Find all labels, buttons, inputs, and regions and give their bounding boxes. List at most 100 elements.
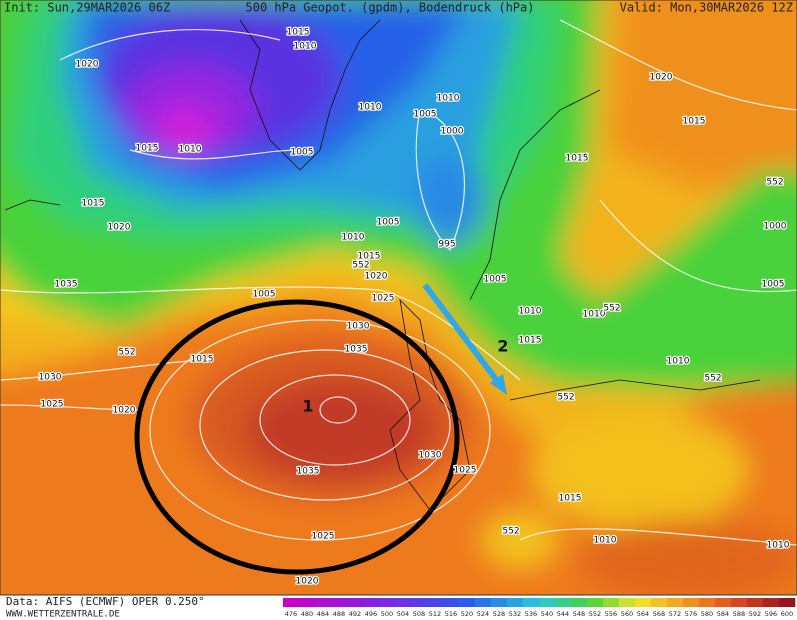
isobar-label: 1020 bbox=[296, 577, 319, 587]
colorbar-swatch bbox=[587, 598, 604, 607]
colorbar-swatch bbox=[507, 598, 524, 607]
isobar-label: 1005 bbox=[414, 110, 437, 120]
isobar-label: 552 bbox=[118, 348, 135, 358]
colorbar-swatch bbox=[731, 598, 748, 607]
colorbar-swatch bbox=[603, 598, 620, 607]
isobar-label: 1020 bbox=[108, 223, 131, 233]
colorbar-label: 488 bbox=[333, 610, 345, 618]
colorbar-swatch bbox=[635, 598, 652, 607]
field bbox=[0, 0, 797, 595]
colorbar-swatch bbox=[763, 598, 780, 607]
colorbar-swatch bbox=[395, 598, 412, 607]
isobar-label: 1015 bbox=[566, 154, 589, 164]
colorbar-label: 548 bbox=[573, 610, 585, 618]
colorbar-swatch bbox=[299, 598, 316, 607]
isobar-label: 1010 bbox=[359, 103, 382, 113]
website: WWW.WETTERZENTRALE.DE bbox=[6, 610, 120, 620]
colorbar-label: 508 bbox=[413, 610, 425, 618]
isobar-label: 1025 bbox=[454, 466, 477, 476]
colorbar-label: 572 bbox=[669, 610, 681, 618]
colorbar-swatch bbox=[459, 598, 476, 607]
isobar-label: 1030 bbox=[39, 373, 62, 383]
isobar-label: 1020 bbox=[650, 73, 673, 83]
colorbar-label: 524 bbox=[477, 610, 489, 618]
colorbar-label: 568 bbox=[653, 610, 665, 618]
data-source: Data: AIFS (ECMWF) OPER 0.250° bbox=[6, 595, 205, 608]
colorbar-label: 536 bbox=[525, 610, 537, 618]
colorbar-label: 544 bbox=[557, 610, 569, 618]
isobar-label: 1010 bbox=[294, 42, 317, 52]
colorbar-label: 576 bbox=[685, 610, 697, 618]
isobar-label: 1020 bbox=[365, 272, 388, 282]
map-title: 500 hPa Geopot. (gpdm), Bodendruck (hPa) bbox=[246, 1, 535, 15]
isobar-label: 1005 bbox=[253, 290, 276, 300]
valid-time: Valid: Mon,30MAR2026 12Z bbox=[620, 1, 793, 15]
isobar-label: 1030 bbox=[419, 451, 442, 461]
colorbar-swatch bbox=[683, 598, 700, 607]
isobar-label: 1010 bbox=[583, 310, 606, 320]
isobar-label: 1015 bbox=[559, 494, 582, 504]
colorbar-label: 532 bbox=[509, 610, 521, 618]
isobar-label: 1025 bbox=[41, 400, 64, 410]
colorbar-label: 540 bbox=[541, 610, 553, 618]
isobar-label: 552 bbox=[766, 178, 783, 188]
isobar-label: 1010 bbox=[519, 307, 542, 317]
isobar-label: 1010 bbox=[179, 145, 202, 155]
isobar-label: 1005 bbox=[377, 218, 400, 228]
isobar-label: 552 bbox=[704, 374, 721, 384]
isobar-label: 1015 bbox=[82, 199, 105, 209]
colorbar-label: 504 bbox=[397, 610, 409, 618]
isobar-label: 1035 bbox=[55, 280, 78, 290]
colorbar-label: 556 bbox=[605, 610, 617, 618]
colorbar-label: 596 bbox=[765, 610, 777, 618]
isobar-label: 1000 bbox=[441, 127, 464, 137]
isobar-label: 552 bbox=[557, 393, 574, 403]
isobar-label: 1015 bbox=[287, 28, 310, 38]
colorbar-swatch bbox=[667, 598, 684, 607]
colorbar-swatch bbox=[363, 598, 380, 607]
colorbar-swatch bbox=[427, 598, 444, 607]
area-marker: 1 bbox=[302, 397, 313, 416]
colorbar-label: 516 bbox=[445, 610, 457, 618]
colorbar-label: 484 bbox=[317, 610, 329, 618]
isobar-label: 1010 bbox=[342, 233, 365, 243]
isobar-label: 1015 bbox=[358, 252, 381, 262]
isobar-label: 1005 bbox=[762, 280, 785, 290]
colorbar-label: 584 bbox=[717, 610, 729, 618]
isobar-label: 552 bbox=[603, 304, 620, 314]
area-marker: 2 bbox=[497, 337, 508, 356]
colorbar-label: 580 bbox=[701, 610, 713, 618]
colorbar-label: 520 bbox=[461, 610, 473, 618]
isobar-label: 1015 bbox=[136, 144, 159, 154]
isobar-label: 1005 bbox=[484, 275, 507, 285]
isobar-label: 552 bbox=[352, 261, 369, 271]
isobar-label: 1020 bbox=[76, 60, 99, 70]
colorbar-swatch bbox=[651, 598, 668, 607]
colorbar-swatch bbox=[523, 598, 540, 607]
colorbar-swatch bbox=[555, 598, 572, 607]
colorbar-swatch bbox=[779, 598, 796, 607]
colorbar-label: 560 bbox=[621, 610, 633, 618]
isobar-label: 1010 bbox=[767, 541, 790, 551]
colorbar-label: 600 bbox=[781, 610, 793, 618]
colorbar-swatch bbox=[539, 598, 556, 607]
colorbar-swatch bbox=[315, 598, 332, 607]
colorbar-swatch bbox=[699, 598, 716, 607]
colorbar-label: 564 bbox=[637, 610, 649, 618]
isobar-label: 1035 bbox=[345, 345, 368, 355]
isobar-label: 1000 bbox=[764, 222, 787, 232]
isobar-label: 1015 bbox=[519, 336, 542, 346]
isobar-label: 1010 bbox=[437, 94, 460, 104]
colorbar-label: 552 bbox=[589, 610, 601, 618]
colorbar-swatch bbox=[475, 598, 492, 607]
colorbar: 476 480 484 488 492 496 500 504 508 512 516 520 524 5… bbox=[283, 598, 796, 618]
colorbar-swatch bbox=[715, 598, 732, 607]
isobar-label: 1015 bbox=[683, 117, 706, 127]
isobar-label: 1025 bbox=[312, 532, 335, 542]
colorbar-swatch bbox=[379, 598, 396, 607]
colorbar-swatch bbox=[747, 598, 764, 607]
colorbar-swatch bbox=[411, 598, 428, 607]
